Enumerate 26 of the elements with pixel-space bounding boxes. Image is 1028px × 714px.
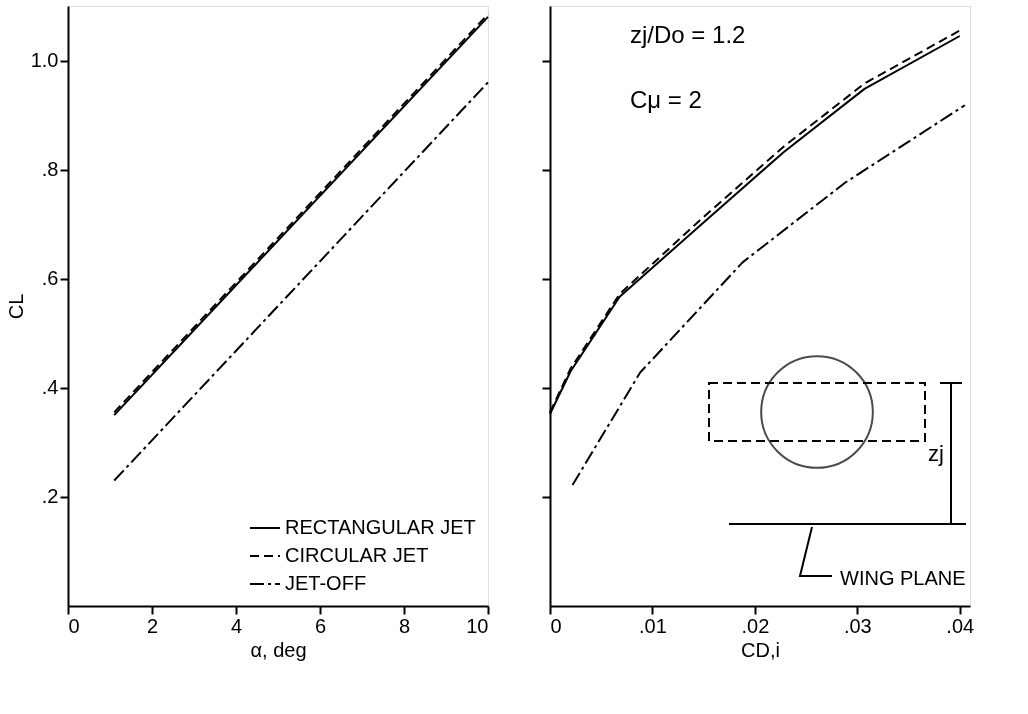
annotation: WING PLANE	[840, 567, 966, 589]
y-axis-title: CL	[4, 293, 27, 320]
x-tick-label: .03	[843, 614, 872, 637]
x-axis-title: α, deg	[250, 638, 307, 661]
y-tick-label: .6	[41, 267, 59, 290]
legend-label: CIRCULAR JET	[285, 544, 429, 566]
y-tick-label: .8	[41, 158, 59, 181]
x-tick-label: 8	[398, 614, 411, 637]
legend-label: RECTANGULAR JET	[285, 516, 476, 538]
x-tick-label: .01	[639, 614, 667, 637]
annotation: zj	[928, 441, 944, 466]
annotation: zj/Do = 1.2	[630, 21, 746, 48]
x-axis-title: CD,i	[741, 638, 780, 661]
legend-label: JET-OFF	[285, 572, 367, 594]
annotation: Cμ = 2	[630, 86, 702, 113]
x-tick-label: .02	[741, 614, 770, 637]
x-tick-label: 10	[466, 614, 489, 637]
x-tick-label: 6	[314, 614, 327, 637]
x-tick-label: 0	[68, 614, 80, 637]
y-tick-label: .2	[41, 485, 59, 508]
x-tick-label: .04	[946, 614, 975, 637]
x-tick-label: 2	[146, 614, 159, 637]
x-tick-label: 0	[550, 614, 562, 637]
y-tick-label: 1.0	[30, 49, 59, 72]
y-tick-label: .4	[41, 376, 59, 399]
x-tick-label: 4	[230, 614, 243, 637]
